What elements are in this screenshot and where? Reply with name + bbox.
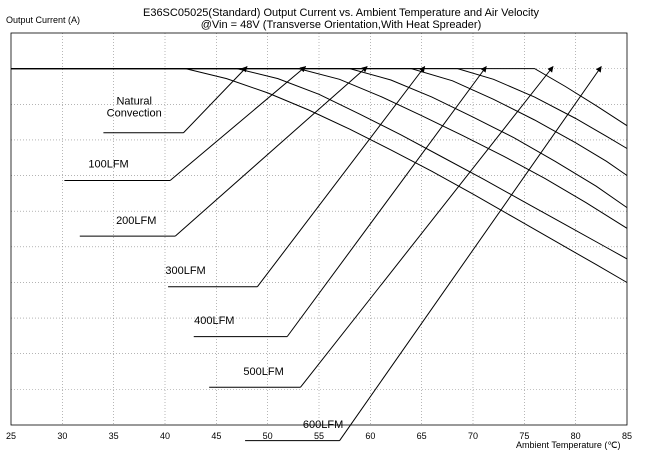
annotation-label: 500LFM	[243, 366, 283, 378]
annotation-label: Natural Convection	[107, 95, 162, 119]
x-axis-label: Ambient Temperature (℃)	[516, 440, 621, 450]
annotation-arrow	[339, 66, 602, 441]
chart-title: E36SC05025(Standard) Output Current vs. …	[142, 7, 540, 19]
x-tick-label: 45	[211, 431, 221, 441]
annotation-label: 600LFM	[303, 419, 343, 431]
annotation-label: 100LFM	[88, 159, 128, 171]
x-tick-label: 60	[365, 431, 375, 441]
x-tick-label: 65	[417, 431, 427, 441]
series-line	[11, 68, 628, 127]
annotation-arrow	[286, 66, 487, 337]
x-tick-label: 50	[263, 431, 273, 441]
x-tick-label: 80	[571, 431, 581, 441]
x-tick-label: 40	[160, 431, 170, 441]
plot-border	[10, 32, 628, 426]
x-tick-label: 75	[519, 431, 529, 441]
series-line	[11, 68, 628, 209]
x-tick-label: 25	[6, 431, 16, 441]
annotation-arrow	[169, 66, 307, 181]
annotation-arrow	[300, 66, 554, 388]
series-line	[11, 68, 628, 283]
chart-subtitle: @Vin = 48V (Transverse Orientation,With …	[200, 19, 482, 31]
x-tick-label: 85	[622, 431, 632, 441]
series-line	[11, 68, 628, 260]
plot-frame	[10, 32, 628, 426]
x-tick-label: 30	[57, 431, 67, 441]
annotation-label: 400LFM	[194, 315, 234, 327]
series-annotations: Natural Convection 100LFM 200LFM 300LFM 400LF…	[64, 66, 602, 442]
annotation-arrow	[174, 66, 368, 237]
annotation-arrow	[257, 66, 426, 288]
annotation-label: 200LFM	[116, 215, 156, 227]
x-tick-labels: 25 30 35 40 45 50 55 60 65 70 75 80 85	[6, 431, 632, 441]
series-curves	[11, 68, 628, 283]
series-line	[11, 68, 628, 176]
annotation-arrow	[183, 66, 248, 134]
x-tick-label: 35	[109, 431, 119, 441]
y-axis-label: Output Current (A)	[6, 15, 81, 25]
x-tick-label: 70	[468, 431, 478, 441]
x-tick-label: 55	[314, 431, 324, 441]
annotation-label: 300LFM	[165, 265, 205, 277]
